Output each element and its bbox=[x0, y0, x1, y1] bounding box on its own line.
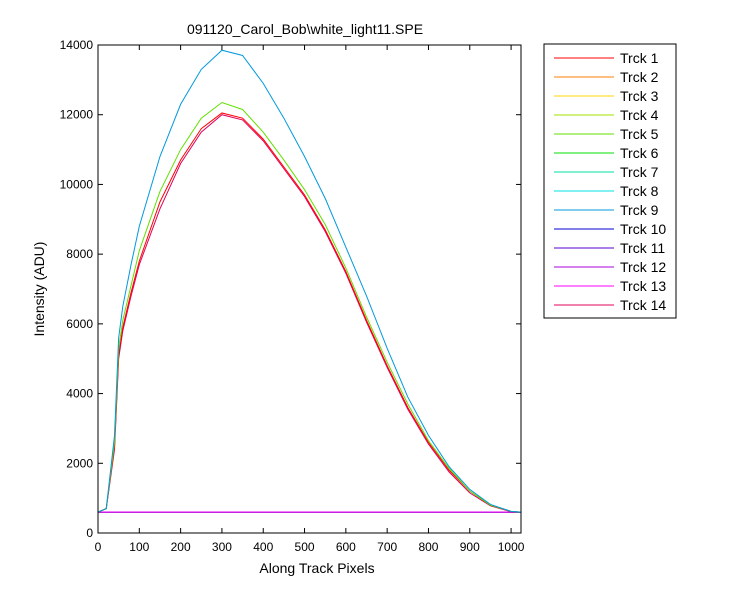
y-axis: 0 2000 4000 6000 8000 10000 12000 14000 bbox=[60, 38, 521, 540]
legend-label: Trck 8 bbox=[620, 183, 659, 199]
series-line-1 bbox=[97, 112, 522, 513]
y-tick-label: 4000 bbox=[66, 387, 93, 401]
y-tick-label: 8000 bbox=[66, 247, 93, 261]
legend-label: Trck 11 bbox=[620, 240, 665, 256]
legend-label: Trck 12 bbox=[620, 259, 666, 275]
legend-label: Trck 3 bbox=[620, 88, 659, 104]
series-line-5 bbox=[97, 101, 522, 513]
legend-label: Trck 4 bbox=[620, 107, 659, 123]
legend-label: Trck 13 bbox=[620, 278, 666, 294]
y-tick-label: 0 bbox=[86, 526, 93, 540]
legend-label: Trck 2 bbox=[620, 69, 659, 85]
series-line-14 bbox=[97, 114, 522, 513]
x-tick-label: 700 bbox=[377, 540, 397, 554]
legend-label: Trck 9 bbox=[620, 202, 659, 218]
x-tick-label: 800 bbox=[418, 540, 438, 554]
legend-label: Trck 6 bbox=[620, 145, 659, 161]
x-axis: 0 100 200 300 400 500 600 700 800 900 1000 bbox=[95, 45, 525, 554]
y-tick-label: 6000 bbox=[66, 317, 93, 331]
x-tick-label: 200 bbox=[171, 540, 191, 554]
y-tick-label: 10000 bbox=[60, 177, 94, 191]
series-line-9 bbox=[97, 49, 522, 513]
x-axis-label: Along Track Pixels bbox=[259, 560, 374, 576]
y-tick-label: 2000 bbox=[66, 456, 93, 470]
series-layer bbox=[97, 49, 522, 513]
x-tick-label: 1000 bbox=[498, 540, 525, 554]
y-axis-label: Intensity (ADU) bbox=[31, 242, 47, 337]
legend-label: Trck 7 bbox=[620, 164, 659, 180]
y-tick-label: 12000 bbox=[60, 108, 94, 122]
legend-label: Trck 5 bbox=[620, 126, 659, 142]
legend-label: Trck 10 bbox=[620, 221, 666, 237]
x-tick-label: 300 bbox=[212, 540, 232, 554]
x-tick-label: 500 bbox=[295, 540, 315, 554]
x-tick-label: 400 bbox=[253, 540, 273, 554]
legend: Trck 1 Trck 2 Trck 3 Trck 4 Trck 5 Trck 6 Trck… bbox=[543, 43, 677, 319]
y-tick-label: 14000 bbox=[60, 38, 94, 52]
x-tick-label: 0 bbox=[95, 540, 102, 554]
x-tick-label: 600 bbox=[336, 540, 356, 554]
legend-label: Trck 14 bbox=[620, 297, 666, 313]
plot-frame bbox=[97, 44, 522, 534]
chart-title: 091120_Carol_Bob\white_light11.SPE bbox=[187, 21, 423, 37]
legend-label: Trck 1 bbox=[620, 50, 659, 66]
legend-box bbox=[543, 43, 677, 319]
x-tick-label: 100 bbox=[129, 540, 149, 554]
x-tick-label: 900 bbox=[460, 540, 480, 554]
